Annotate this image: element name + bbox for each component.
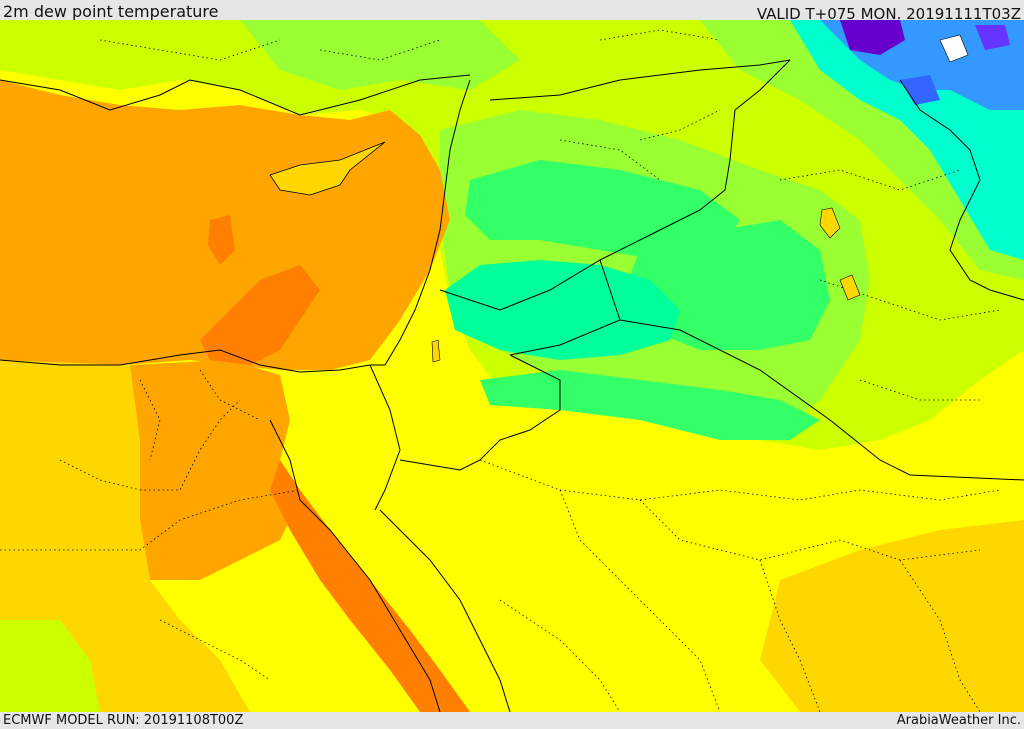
field-yellow-green-sw	[0, 620, 100, 712]
field-orange-dark-red-sea	[270, 460, 470, 712]
admin-borders	[0, 29, 1001, 712]
field-purple-ne	[840, 20, 905, 55]
valid-time: VALID T+075 MON. 20191111T03Z	[756, 5, 1021, 23]
country-borders	[0, 59, 1024, 712]
dew-point-map[interactable]	[0, 20, 1024, 712]
map-title: 2m dew point temperature	[3, 2, 219, 21]
footer-bar: ECMWF MODEL RUN: 20191108T00Z ArabiaWeat…	[0, 712, 1024, 729]
model-run: ECMWF MODEL RUN: 20191108T00Z	[3, 713, 244, 728]
field-blue-ne2	[900, 75, 940, 105]
dead-sea	[431, 339, 441, 363]
field-orange-dark-levant-sea	[200, 265, 320, 365]
field-cyan-green-core	[445, 260, 680, 360]
field-green-syria	[465, 160, 740, 260]
map-canvas	[0, 20, 1024, 712]
field-purple-ne2	[975, 25, 1010, 50]
field-green-saudi-north	[480, 370, 820, 440]
field-green-light-north	[240, 20, 520, 90]
field-yellow-orange-se	[760, 520, 1024, 712]
lake-iraq2	[839, 274, 861, 301]
field-orange-egypt	[130, 360, 300, 580]
field-cyprus	[269, 141, 386, 196]
lake-turkey	[939, 34, 969, 63]
field-orange-dark-med-small	[208, 215, 235, 265]
lake-iraq	[819, 207, 841, 239]
credit: ArabiaWeather Inc.	[896, 713, 1021, 728]
title-bar: 2m dew point temperature VALID T+075 MON…	[0, 0, 1024, 23]
